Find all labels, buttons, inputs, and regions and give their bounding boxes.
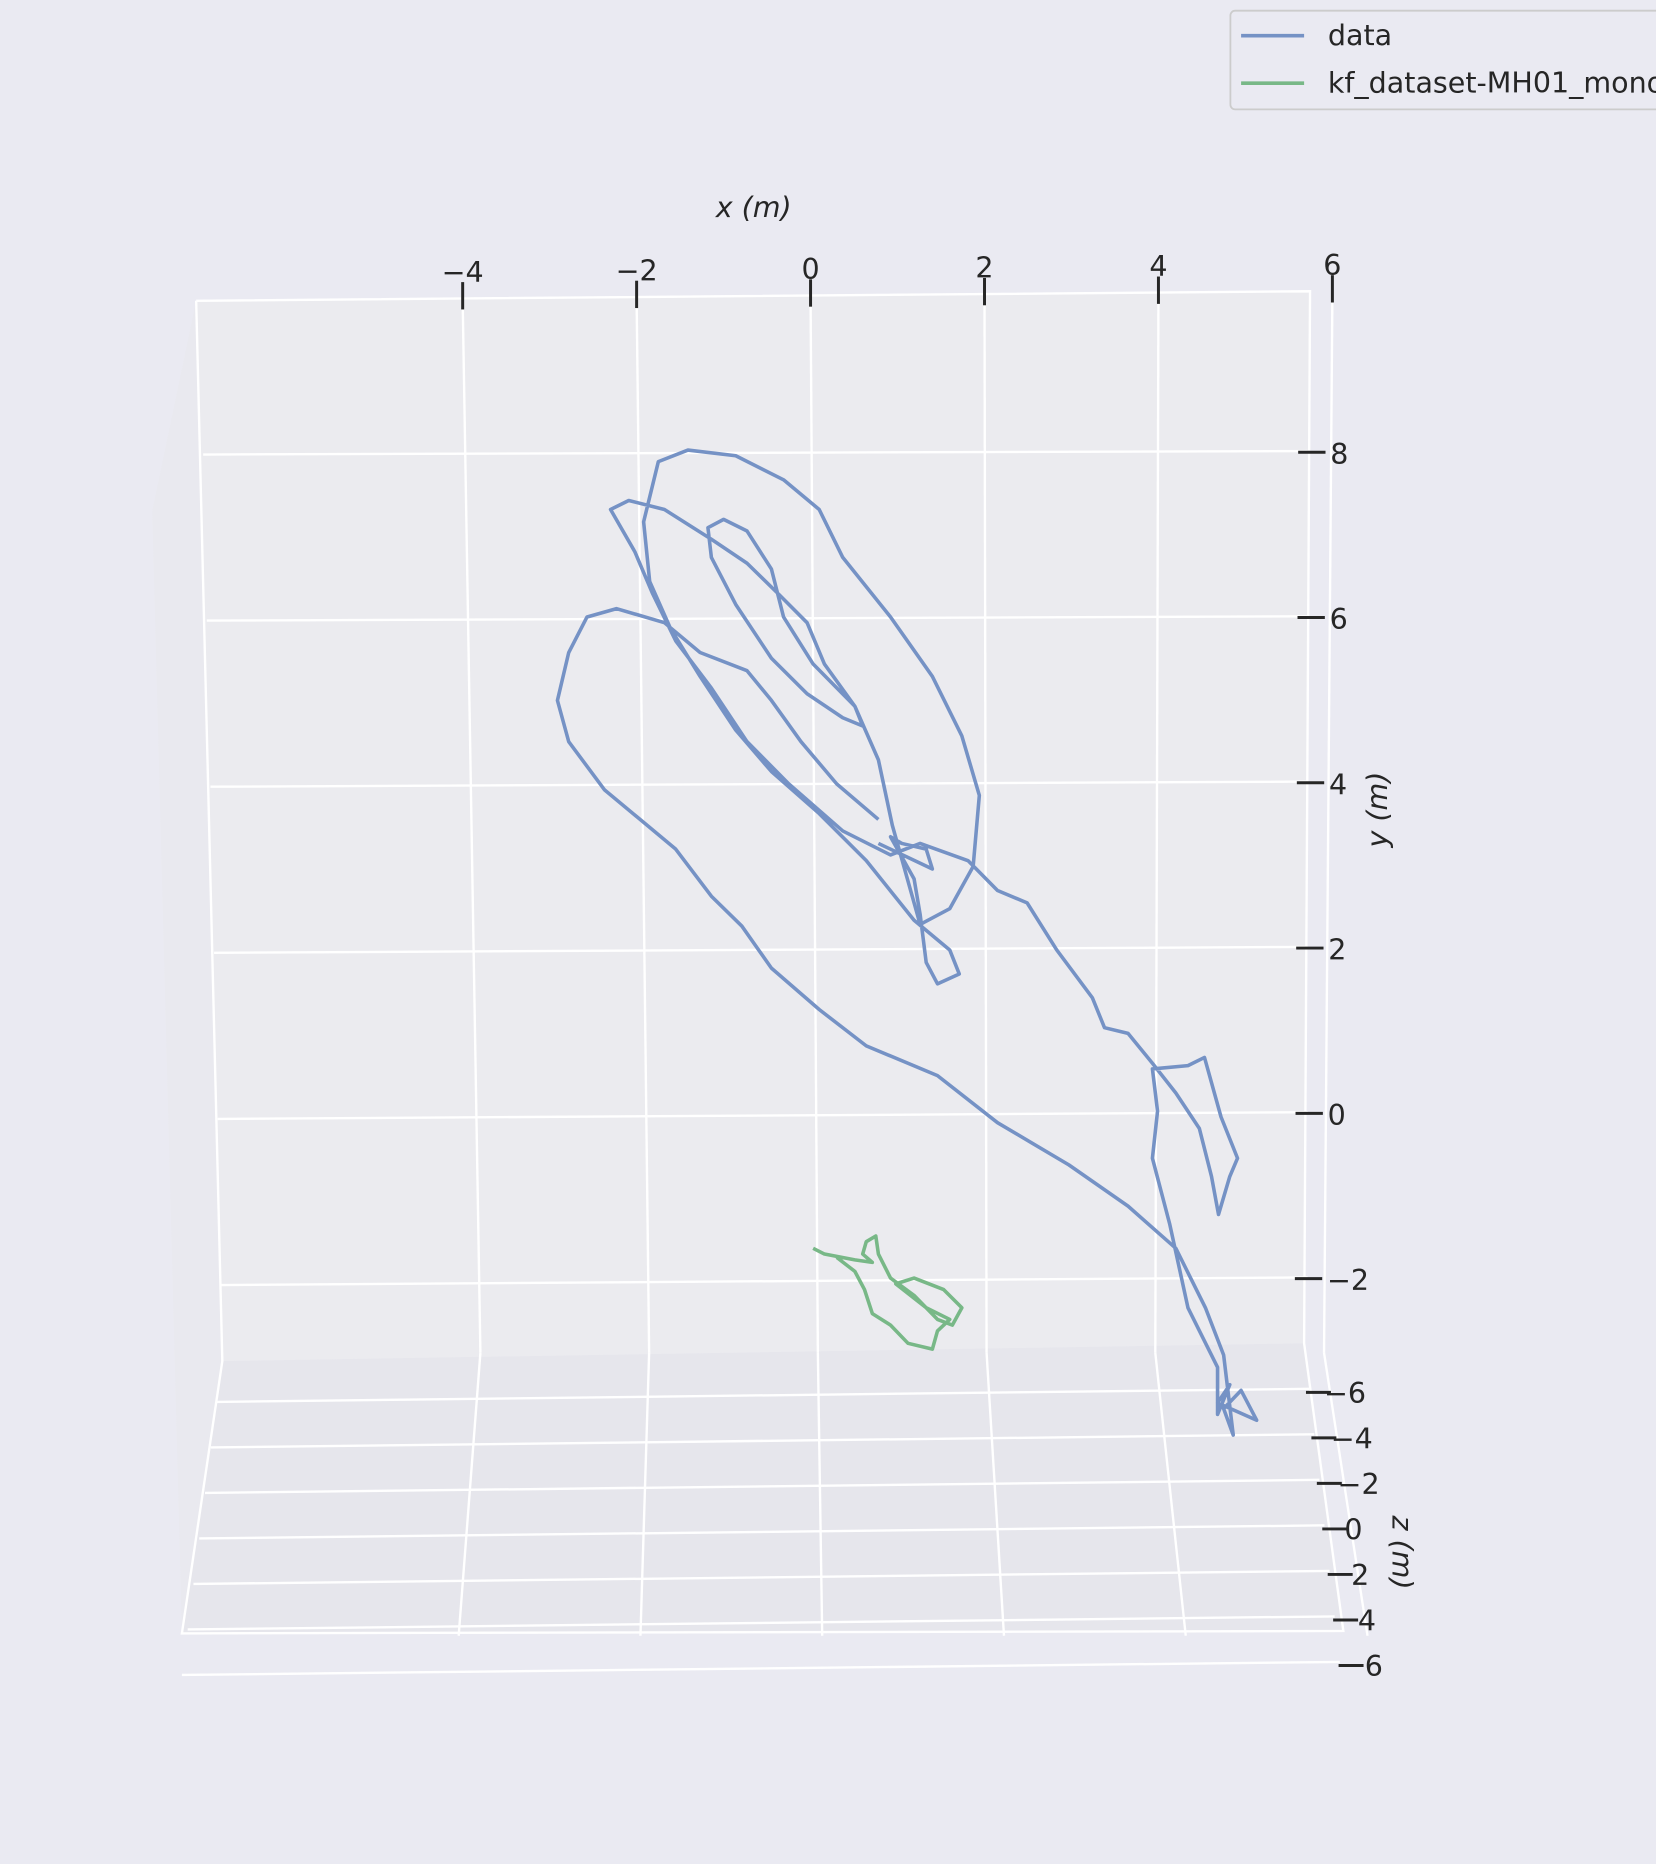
legend-label: kf_dataset-MH01_mono — [1328, 66, 1656, 99]
legend-box — [1229, 9, 1656, 111]
y-grid-line — [217, 1110, 1308, 1121]
z-axis-label: z (m) — [1385, 1515, 1418, 1590]
x-grid-line — [1322, 294, 1334, 1353]
z-tick-label: 6 — [1365, 1650, 1383, 1683]
x-grid-line — [461, 301, 482, 1353]
legend-label: data — [1328, 19, 1392, 52]
z-tick-label: −6 — [1324, 1377, 1366, 1410]
z-tick-label: 4 — [1358, 1604, 1376, 1637]
ticks: −4 −2 0 2 4 6 −2 0 2 4 6 8 −6 −4 −2 0 2 4 6 — [442, 249, 1383, 1683]
floor-pane — [181, 1343, 1344, 1634]
x-tick-label: 4 — [1149, 250, 1167, 283]
x-floor-grid-line — [816, 1352, 824, 1636]
z-tick-label: −4 — [1331, 1422, 1373, 1455]
z-tick-label: 2 — [1351, 1559, 1369, 1592]
x-axis-label: x (m) — [715, 191, 792, 224]
z-grid-line — [216, 1387, 1310, 1404]
grid — [180, 290, 1369, 1677]
z-grid-line — [193, 1569, 1330, 1586]
x-floor-grid-line — [1154, 1352, 1187, 1636]
x-tick-label: 2 — [975, 252, 993, 285]
side-pane — [152, 300, 223, 1634]
trajectory — [555, 448, 1259, 1437]
x-floor-grid-line — [985, 1352, 1006, 1636]
y-axis-label: y (m) — [1361, 772, 1394, 849]
x-tick-label: −2 — [616, 254, 658, 287]
z-grid-line — [210, 1433, 1315, 1449]
z-grid-line — [181, 1660, 1340, 1677]
y-grid-line — [214, 945, 1308, 955]
z-tick-label: 0 — [1344, 1513, 1362, 1546]
x-grid-line — [635, 299, 651, 1353]
lines — [555, 448, 1259, 1437]
x-floor-grid-line — [1322, 1352, 1369, 1636]
pane-edge — [180, 290, 1345, 1635]
x-grid-line — [809, 298, 820, 1353]
y-tick-label: −2 — [1327, 1264, 1369, 1297]
trajectory — [812, 1234, 964, 1351]
y-tick-label: 6 — [1330, 603, 1348, 636]
x-floor-grid-line — [639, 1352, 651, 1636]
x-floor-grid-line — [457, 1352, 482, 1636]
y-tick-label: 2 — [1328, 934, 1346, 967]
z-grid-line — [199, 1524, 1325, 1540]
x-tick-label: −4 — [442, 256, 484, 289]
x-tick-label: 6 — [1323, 249, 1341, 282]
y-grid-line — [210, 780, 1308, 788]
z-grid-line — [187, 1615, 1335, 1631]
x-grid-line — [983, 296, 988, 1353]
x-tick-label: 0 — [801, 253, 819, 286]
z-tick-label: −2 — [1338, 1468, 1380, 1501]
y-tick-label: 8 — [1330, 438, 1348, 471]
legend: data kf_dataset-MH01_mono — [1229, 9, 1656, 111]
y-grid-line — [206, 615, 1308, 622]
y-tick-label: 0 — [1328, 1099, 1346, 1132]
z-grid-line — [204, 1478, 1320, 1495]
y-grid-line — [221, 1276, 1308, 1287]
y-grid-line — [203, 449, 1308, 456]
y-tick-label: 4 — [1329, 768, 1347, 801]
back-pane — [196, 291, 1311, 1362]
